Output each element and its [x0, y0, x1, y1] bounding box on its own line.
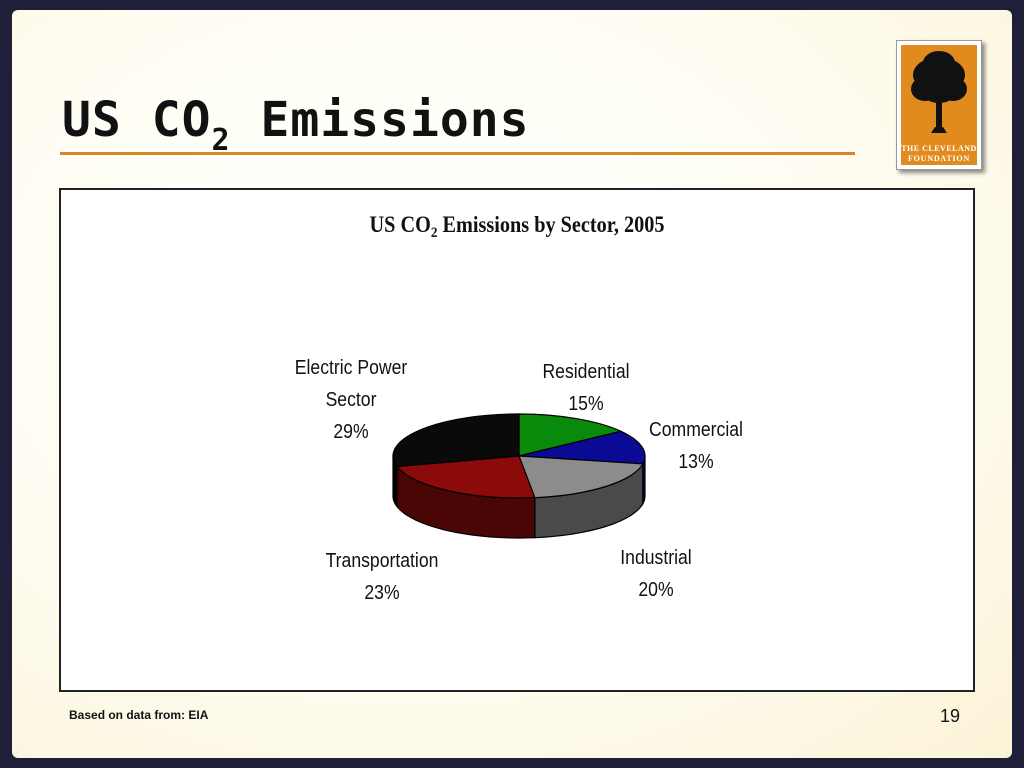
label-industrial-pct: 20% — [638, 579, 674, 601]
label-electric-power-name-2: Sector — [325, 389, 377, 411]
label-electric-power-name-1: Electric Power — [294, 357, 408, 379]
label-residential-pct: 15% — [568, 393, 604, 415]
label-industrial-name: Industrial — [620, 547, 692, 569]
label-electric-power-pct: 29% — [333, 421, 369, 443]
label-transportation: Transportation 23% — [316, 545, 448, 609]
tree-logo-icon: THE CLEVELAND FOUNDATION — [901, 45, 977, 165]
chart-title-subscript: 2 — [430, 225, 438, 241]
logo-text-2: FOUNDATION — [908, 154, 970, 163]
label-commercial-name: Commercial — [649, 419, 743, 441]
pie-slice-industrial — [518, 455, 644, 499]
logo-text-1: THE CLEVELAND — [901, 144, 977, 153]
label-residential: Residential 15% — [524, 356, 647, 420]
pie-slice-residential — [518, 413, 623, 457]
pie-slice-commercial — [518, 430, 646, 465]
cleveland-foundation-logo: THE CLEVELAND FOUNDATION — [896, 40, 982, 170]
source-note: Based on data from: EIA — [69, 708, 209, 722]
title-subscript: 2 — [211, 123, 231, 158]
label-residential-name: Residential — [542, 361, 630, 383]
label-electric-power: Electric Power Sector 29% — [281, 352, 422, 448]
label-industrial: Industrial 20% — [599, 542, 713, 606]
slide: US CO2 Emissions THE CLEVELAND FOUNDATIO… — [12, 10, 1012, 758]
page-number: 19 — [940, 706, 961, 726]
pie-slice-electric-power-sector — [392, 413, 520, 468]
chart-title: US CO2 Emissions by Sector, 2005 — [369, 212, 665, 241]
slide-title: US CO2 Emissions — [62, 92, 530, 158]
label-transportation-pct: 23% — [364, 582, 400, 604]
label-commercial-pct: 13% — [678, 451, 714, 473]
label-commercial: Commercial 13% — [634, 414, 757, 478]
chart-panel: US CO2 Emissions by Sector, 2005 Electri… — [59, 188, 975, 692]
label-transportation-name: Transportation — [325, 550, 439, 572]
title-underline — [60, 152, 855, 155]
pie-slice-transportation — [395, 455, 536, 499]
pie-chart — [392, 413, 646, 539]
